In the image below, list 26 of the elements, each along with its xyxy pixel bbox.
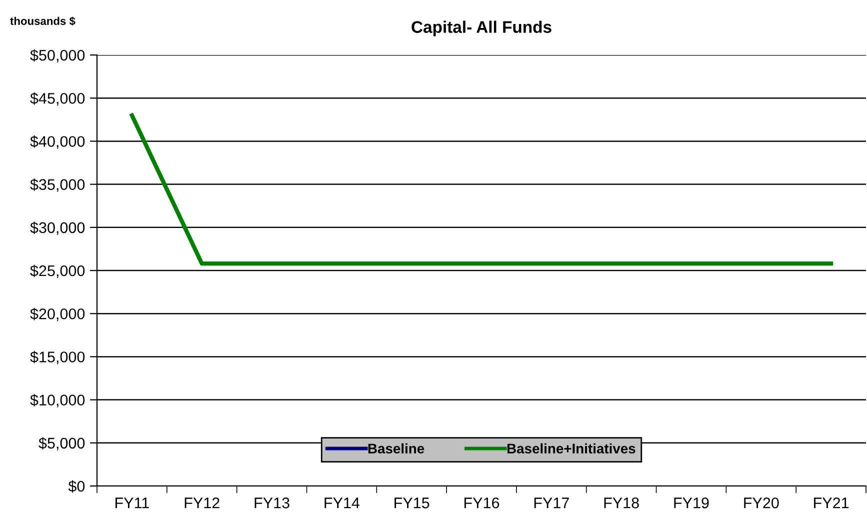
y-tick-label: $10,000 bbox=[30, 394, 85, 408]
x-tick-label: FY13 bbox=[254, 498, 290, 508]
y-tick-label: $45,000 bbox=[30, 92, 85, 106]
legend-label: Baseline+Initiatives bbox=[507, 443, 636, 454]
legend-label: Baseline bbox=[368, 443, 424, 454]
x-tick-label: FY15 bbox=[394, 498, 430, 508]
y-tick-label: $15,000 bbox=[30, 350, 85, 364]
y-tick-label: $5,000 bbox=[38, 437, 85, 450]
x-tick-label: FY12 bbox=[184, 498, 220, 508]
x-tick-label: FY14 bbox=[324, 498, 360, 508]
y-tick-label: $50,000 bbox=[30, 49, 85, 62]
y-axis-title: thousands $ bbox=[10, 16, 76, 26]
chart-title: Capital- All Funds bbox=[412, 20, 552, 36]
x-tick-label: FY20 bbox=[744, 498, 779, 508]
y-tick-label: $35,000 bbox=[30, 178, 85, 192]
y-tick-label: $0 bbox=[68, 480, 85, 493]
x-tick-label: FY21 bbox=[814, 498, 849, 508]
x-tick-label: FY11 bbox=[116, 498, 149, 508]
x-tick-label: FY18 bbox=[604, 498, 639, 508]
y-tick-label: $30,000 bbox=[30, 222, 85, 235]
x-tick-label: FY17 bbox=[534, 498, 569, 508]
x-tick-label: FY19 bbox=[674, 498, 709, 508]
y-tick-label: $20,000 bbox=[30, 308, 85, 322]
y-tick-label: $25,000 bbox=[30, 264, 85, 278]
x-tick-label: FY16 bbox=[464, 498, 500, 508]
y-tick-label: $40,000 bbox=[30, 135, 85, 149]
